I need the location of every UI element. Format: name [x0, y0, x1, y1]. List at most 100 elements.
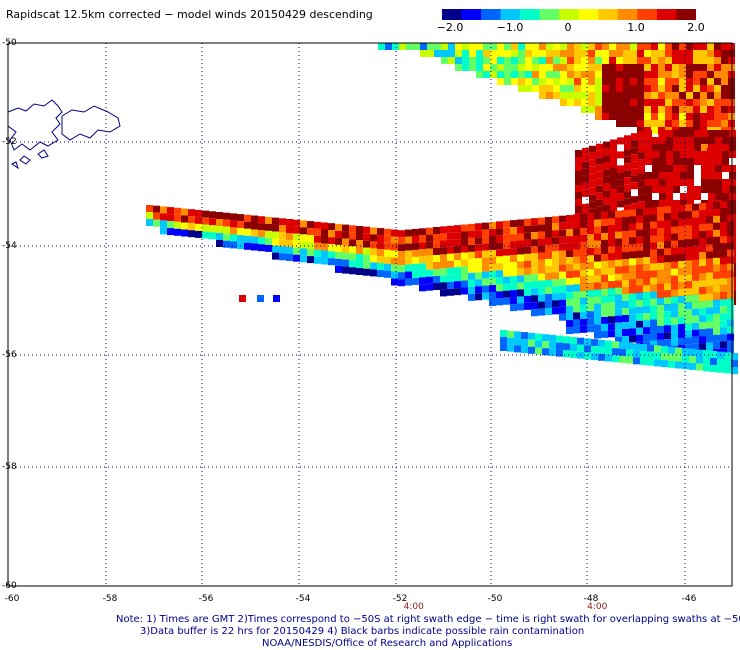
wind-diff-cell [699, 308, 706, 316]
wind-diff-cell [546, 64, 553, 71]
wind-diff-cell [629, 300, 636, 308]
wind-diff-cell [622, 245, 629, 253]
wind-diff-cell [673, 158, 680, 165]
wind-diff-cell [468, 251, 475, 259]
wind-diff-cell [708, 179, 715, 186]
wind-diff-cell [570, 351, 577, 358]
wind-diff-cell [538, 259, 545, 267]
wind-diff-cell [601, 253, 608, 261]
wind-diff-cell [727, 228, 734, 236]
wind-diff-cell [503, 269, 510, 277]
wind-diff-cell [687, 144, 694, 151]
color-bar [442, 9, 696, 20]
wind-diff-cell [573, 277, 580, 285]
wind-diff-cell [567, 50, 574, 57]
wind-diff-cell [622, 315, 629, 323]
wind-diff-cell [610, 195, 617, 203]
wind-diff-cell [581, 85, 588, 92]
wind-diff-cell [666, 186, 673, 193]
wind-diff-cell [528, 346, 535, 354]
wind-diff-cell [713, 264, 720, 272]
wind-diff-cell [727, 284, 734, 292]
wind-diff-cell [637, 127, 644, 134]
wind-diff-cell [671, 275, 678, 283]
wind-diff-cell [643, 299, 650, 307]
wind-diff-cell [714, 57, 721, 64]
wind-diff-cell [587, 262, 594, 270]
wind-diff-cell [623, 64, 630, 71]
wind-diff-cell [602, 50, 609, 57]
wind-diff-cell [279, 225, 286, 233]
wind-diff-cell [573, 270, 580, 278]
wind-diff-cell [559, 250, 566, 258]
wind-diff-cell [462, 64, 469, 71]
wind-diff-cell [503, 262, 510, 270]
latitude-label: -52 [2, 137, 17, 147]
wind-diff-cell [703, 357, 710, 365]
wind-diff-cell [405, 236, 412, 244]
wind-diff-cell [542, 341, 549, 349]
wind-diff-cell [715, 165, 722, 172]
wind-diff-cell [724, 366, 731, 374]
wind-diff-cell [532, 57, 539, 64]
wind-diff-cell [531, 239, 538, 247]
wind-diff-cell [560, 43, 567, 50]
wind-diff-cell [630, 50, 637, 57]
wind-diff-cell [701, 179, 708, 186]
wind-diff-cell [720, 250, 727, 258]
wind-diff-cell [559, 278, 566, 286]
wind-diff-cell [679, 106, 686, 113]
wind-diff-cell [658, 85, 665, 92]
wind-diff-cell [721, 106, 728, 113]
color-bar-segment [598, 9, 619, 20]
wind-diff-cell [664, 262, 671, 270]
wind-diff-cell [596, 150, 603, 158]
wind-diff-cell [482, 292, 489, 300]
wind-diff-cell [595, 57, 602, 64]
wind-diff-cell [664, 304, 671, 312]
wind-diff-cell [531, 281, 538, 289]
wind-diff-cell [524, 302, 531, 310]
wind-diff-cell [608, 274, 615, 282]
wind-diff-cell [717, 358, 724, 366]
wind-diff-cell [699, 315, 706, 323]
wind-diff-cell [524, 253, 531, 261]
wind-diff-cell [535, 340, 542, 348]
wind-diff-cell [594, 275, 601, 283]
wind-diff-cell [589, 145, 596, 153]
wind-diff-cell [622, 252, 629, 260]
wind-diff-cell [566, 257, 573, 265]
wind-diff-cell [636, 257, 643, 265]
wind-diff-cell [567, 78, 574, 85]
wind-diff-cell [482, 257, 489, 265]
wind-diff-cell [545, 300, 552, 308]
wind-diff-cell [363, 233, 370, 241]
wind-diff-cell [265, 230, 272, 238]
wind-diff-cell [363, 247, 370, 255]
wind-diff-cell [720, 264, 727, 272]
wind-diff-cell [441, 43, 448, 50]
wind-diff-cell [685, 323, 692, 331]
wind-diff-cell [644, 64, 651, 71]
wind-diff-cell [440, 268, 447, 276]
wind-diff-cell [230, 241, 237, 249]
wind-diff-cell [258, 216, 265, 224]
wind-diff-cell [651, 113, 658, 120]
wind-diff-cell [671, 338, 678, 346]
wind-diff-cell [715, 130, 722, 137]
wind-diff-cell [272, 252, 279, 260]
wind-diff-cell [440, 233, 447, 241]
wind-diff-cell [664, 325, 671, 333]
wind-diff-cell [654, 345, 661, 353]
wind-diff-cell [566, 264, 573, 272]
wind-diff-cell [615, 245, 622, 253]
wind-diff-cell [257, 295, 264, 302]
wind-diff-cell [615, 280, 622, 288]
wind-diff-cell [531, 274, 538, 282]
wind-diff-cell [658, 78, 665, 85]
wind-diff-cell [426, 227, 433, 235]
wind-diff-cell [643, 257, 650, 265]
wind-diff-cell [707, 57, 714, 64]
wind-diff-cell [629, 216, 636, 224]
